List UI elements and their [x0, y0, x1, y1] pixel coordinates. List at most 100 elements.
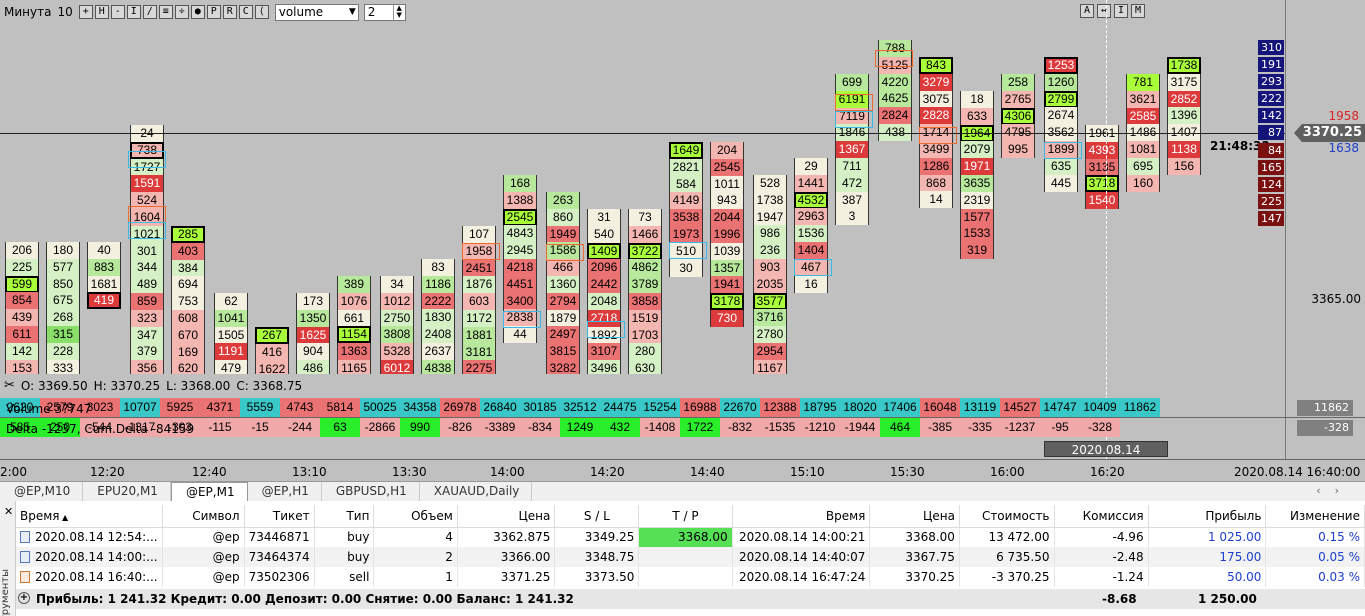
- table-row[interactable]: 2020.08.14 14:00:... @ep 73464374 buy 2 3366.…: [16, 547, 1365, 567]
- table-cell-value: 2: [445, 550, 453, 564]
- table-cell-value: 3371.25: [500, 570, 551, 584]
- toolbar-button[interactable]: H: [94, 5, 109, 19]
- toolbar-right-button[interactable]: A: [1080, 4, 1094, 18]
- footprint-cell: 1011: [710, 175, 744, 193]
- column-header[interactable]: Стоимость: [959, 505, 1055, 528]
- volume-cell: 12388: [760, 398, 800, 417]
- footprint-cell: 3538: [669, 209, 703, 227]
- column-header[interactable]: Прибыль: [1148, 505, 1267, 528]
- table-cell-value: -1.24: [1112, 570, 1144, 584]
- table-cell-value: 175.00: [1219, 550, 1262, 564]
- column-header[interactable]: S / L: [554, 505, 640, 528]
- table-cell: 2020.08.14 14:00:21: [732, 527, 871, 547]
- table-cell-value: 2020.08.14 14:40:07: [738, 550, 866, 564]
- table-cell: @ep: [162, 567, 245, 587]
- table-cell-value: 1: [445, 570, 453, 584]
- footprint-cell: 1738: [1167, 57, 1201, 74]
- footprint-cell: 2954: [753, 343, 787, 360]
- toolbar-button[interactable]: C: [238, 5, 253, 19]
- delta-cell: 990: [400, 418, 440, 437]
- tab-scroll-arrows-icon[interactable]: ‹›: [1316, 484, 1353, 497]
- column-header[interactable]: Комиссия: [1054, 505, 1149, 528]
- toolbar-button[interactable]: /: [142, 5, 157, 19]
- table-row[interactable]: 2020.08.14 16:40:... @ep 73502306 sell 1 3371…: [16, 567, 1365, 587]
- footprint-cell: 3175: [1167, 73, 1201, 91]
- step-value: 2: [367, 4, 376, 19]
- chart-tab[interactable]: @EP,H1: [248, 482, 322, 501]
- footprint-cell: 850: [46, 275, 80, 293]
- toolbar-right-button[interactable]: M: [1131, 4, 1145, 18]
- delta-cell: -1408: [640, 418, 680, 437]
- toolbar-right-button[interactable]: I: [1114, 4, 1128, 18]
- footprint-cell: 3135: [1085, 158, 1119, 176]
- table-cell-value: 6 735.50: [996, 550, 1050, 564]
- time-axis[interactable]: 2:00 12:20 12:40 13:10 13:30 14:00 14:20 14:40 1…: [0, 459, 1365, 481]
- delta-cell: -385: [920, 418, 960, 437]
- toolbar-button[interactable]: P: [206, 5, 221, 19]
- toolbar-button[interactable]: -: [110, 5, 125, 19]
- footprint-cell: 599: [5, 275, 39, 293]
- spin-arrows-icon[interactable]: ▲ ▼: [392, 4, 405, 20]
- toolbar-button[interactable]: ⟨: [254, 5, 269, 19]
- volume-tag: 293: [1258, 74, 1284, 89]
- footprint-cell: 2585: [1126, 107, 1160, 125]
- column-header-label: Объем: [411, 508, 453, 523]
- column-header[interactable]: Время ▲: [16, 505, 163, 528]
- column-header[interactable]: Объем: [373, 505, 458, 528]
- table-cell: 2020.08.14 16:47:24: [732, 567, 871, 587]
- footprint-cell: 1577: [960, 208, 994, 226]
- table-cell-value: 73502306: [248, 570, 310, 584]
- step-stepper[interactable]: 2 ▲ ▼: [363, 3, 406, 21]
- delta-cell: 1722: [680, 418, 720, 437]
- table-cell-value: buy: [347, 530, 370, 545]
- footprint-cell: 1286: [919, 157, 953, 175]
- table-cell-value: 3367.75: [905, 550, 955, 564]
- table-cell-value: 2020.08.14 14:00:...: [35, 550, 158, 564]
- footprint-cell: 1396: [1167, 107, 1201, 125]
- chart-tab[interactable]: XAUAUD,Daily: [420, 482, 533, 501]
- table-cell-value: 3348.75: [584, 550, 635, 564]
- column-header[interactable]: Цена: [869, 505, 960, 528]
- footprint-cell: 528: [753, 175, 787, 192]
- toolbar-button[interactable]: R: [222, 5, 237, 19]
- column-header[interactable]: T / P: [638, 505, 733, 528]
- column-header[interactable]: Изменение: [1265, 505, 1365, 528]
- chart-tab[interactable]: @EP,M1: [170, 482, 248, 501]
- column-header[interactable]: Цена: [457, 505, 556, 528]
- footprint-cell: 1899: [1044, 141, 1078, 158]
- column-header[interactable]: Символ: [162, 505, 245, 528]
- column-header[interactable]: Тикет: [244, 505, 315, 528]
- table-cell: 73446871: [244, 527, 315, 547]
- footprint-cell: 1949: [546, 225, 580, 243]
- footprint-cell: 1409: [587, 242, 621, 260]
- footprint-cell: 2963: [794, 208, 828, 226]
- table-cell: 1: [373, 567, 458, 587]
- toolbar-button[interactable]: ●: [190, 5, 205, 19]
- close-icon[interactable]: ✕: [4, 505, 14, 518]
- column-header[interactable]: Тип: [314, 505, 375, 528]
- chart-tab[interactable]: GBPUSD,H1: [322, 482, 420, 501]
- chart-tab[interactable]: EPU20,M1: [83, 482, 171, 501]
- footprint-chart[interactable]: 206 225 599 854 439 611 142 153 180 577 850 675 268 3…: [0, 24, 1285, 374]
- mode-select[interactable]: volume ▼: [274, 3, 359, 21]
- price-scale[interactable]: 3370.25 3365.00 1958 1638 310 191 293 222 14…: [1258, 0, 1365, 470]
- timeframe-value[interactable]: 10: [57, 5, 73, 19]
- table-row[interactable]: 2020.08.14 12:54:... @ep 73446871 buy 4 3362.…: [16, 527, 1365, 547]
- marker-high: 1958: [1328, 109, 1359, 123]
- toolbar-button[interactable]: ÷: [174, 5, 189, 19]
- tools-icon[interactable]: ✂: [4, 378, 15, 393]
- toolbar-button[interactable]: I: [126, 5, 141, 19]
- footprint-cell: 2824: [878, 107, 912, 125]
- toolbar-button[interactable]: ≡: [158, 5, 173, 19]
- delta-cell: -1944: [840, 418, 880, 437]
- footprint-cell: 3282: [546, 360, 580, 374]
- table-cell-value: 13 472.00: [988, 530, 1050, 545]
- expand-icon[interactable]: +: [18, 592, 30, 604]
- toolbar-button[interactable]: +: [78, 5, 93, 19]
- footprint-cell: 30: [669, 259, 703, 277]
- column-header[interactable]: Время: [732, 505, 871, 528]
- sort-ascending-icon[interactable]: ▲: [59, 512, 69, 522]
- chart-tab[interactable]: @EP,M10: [0, 482, 84, 501]
- footprint-cell: 180: [46, 242, 80, 259]
- toolbar-right-button[interactable]: ↔: [1097, 4, 1111, 18]
